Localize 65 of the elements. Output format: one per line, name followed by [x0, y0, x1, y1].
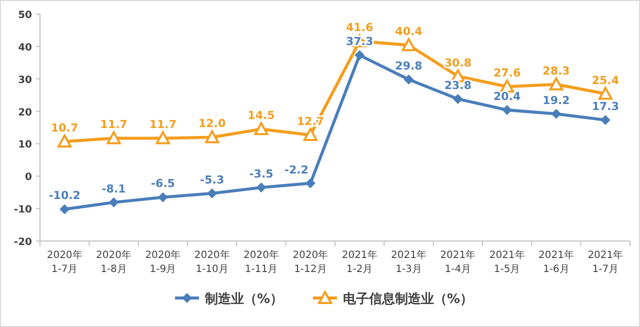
data-label: 11.7 — [100, 118, 128, 132]
point — [551, 108, 562, 119]
data-label: -6.5 — [150, 177, 175, 190]
x-tick-label: 2020年 1-11月 — [244, 249, 279, 275]
point — [106, 131, 121, 144]
point — [58, 134, 72, 148]
data-label: 27.6 — [494, 66, 521, 80]
data-label: 12.0 — [198, 117, 226, 130]
y-tick-label: 20 — [18, 107, 32, 118]
point — [404, 74, 414, 85]
data-label: 25.4 — [592, 74, 620, 87]
point — [354, 50, 365, 60]
data-label: 29.8 — [395, 60, 422, 73]
data-label: 23.8 — [444, 78, 472, 92]
y-tick-label: 40 — [18, 42, 32, 54]
x-tick-label: 2021年 1-5月 — [489, 249, 525, 275]
data-label: -8.1 — [102, 182, 126, 196]
point — [205, 130, 220, 144]
data-label: 14.5 — [248, 109, 275, 122]
data-label: -2.2 — [284, 163, 308, 176]
point — [207, 188, 218, 198]
data-label: -3.5 — [249, 167, 274, 180]
legend-label: 电子信息制造业（%） — [343, 291, 474, 307]
x-tick-label: 2021年 1-6月 — [538, 249, 574, 275]
x-tick-label: 2020年 1-9月 — [145, 249, 181, 275]
point — [60, 204, 70, 214]
y-tick-label: 10 — [18, 140, 32, 151]
point — [158, 192, 168, 202]
y-tick-label: -10 — [14, 204, 32, 216]
x-tick-label: 2021年 1-7月 — [588, 249, 624, 275]
x-tick-label: 2020年 1-12月 — [292, 249, 328, 275]
data-label: -10.2 — [48, 189, 80, 202]
data-label: 30.8 — [444, 56, 472, 70]
point — [502, 104, 512, 115]
point — [156, 131, 170, 144]
x-tick-label: 2020年 1-8月 — [96, 249, 132, 275]
x-tick-label: 2020年 1-10月 — [194, 249, 230, 275]
point — [254, 122, 268, 136]
point — [108, 197, 119, 208]
point — [305, 178, 316, 188]
x-tick-label: 2021年 1-4月 — [440, 249, 476, 275]
data-label: 17.3 — [592, 100, 619, 114]
y-tick-label: 50 — [18, 10, 32, 21]
point — [549, 77, 564, 90]
y-tick-label: 30 — [18, 74, 32, 86]
data-label: 19.2 — [542, 94, 570, 107]
y-tick-label: -20 — [14, 237, 32, 248]
point — [402, 38, 416, 52]
y-tick-label: 0 — [25, 172, 32, 184]
point — [598, 86, 612, 100]
data-label: 41.6 — [346, 21, 374, 34]
point — [256, 182, 266, 192]
legend-label: 制造业（%） — [204, 292, 284, 307]
point — [452, 94, 463, 104]
point — [303, 128, 318, 141]
data-label: 20.4 — [494, 90, 521, 103]
point — [600, 115, 610, 126]
data-label: 11.7 — [149, 118, 176, 132]
x-tick-label: 2020年 1-7月 — [46, 249, 82, 275]
data-label: 10.7 — [51, 121, 78, 134]
x-tick-label: 2021年 1-2月 — [342, 249, 378, 275]
data-label: 40.4 — [395, 25, 423, 38]
data-label: 28.3 — [542, 64, 570, 78]
x-tick-label: 2021年 1-3月 — [391, 249, 426, 275]
data-label: -5.3 — [200, 173, 224, 186]
